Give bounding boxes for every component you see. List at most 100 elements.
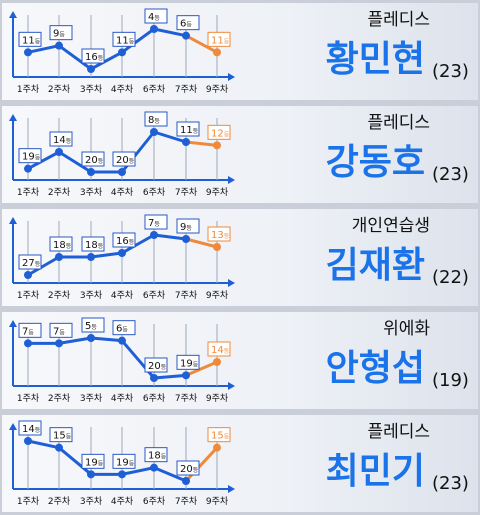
trainee-name: 안형섭 <box>326 348 425 389</box>
data-label: 5등 <box>85 321 97 332</box>
trainee-name: 강동호 <box>326 142 425 183</box>
data-point <box>55 253 63 261</box>
data-point <box>150 128 158 136</box>
data-point <box>182 477 190 485</box>
data-point <box>87 334 95 342</box>
data-label-box <box>176 121 200 137</box>
data-label: 18등 <box>53 240 72 251</box>
data-label: 20등 <box>116 155 135 166</box>
x-tick-label: 4주차 <box>111 495 134 507</box>
data-point <box>150 463 158 472</box>
x-tick-label: 1주차 <box>17 495 40 507</box>
data-label-box <box>18 322 42 338</box>
x-axis-arrow-icon <box>228 279 235 287</box>
x-tick-label: 2주차 <box>48 392 71 404</box>
data-label: 19등 <box>180 358 199 369</box>
trainee-age: (23) <box>432 473 469 494</box>
data-label-box <box>112 232 136 248</box>
company-label: 위에화 <box>383 319 430 339</box>
data-point <box>213 358 221 366</box>
series-line <box>27 130 187 174</box>
data-label-box <box>207 226 231 242</box>
data-point <box>87 470 95 479</box>
data-point <box>55 41 63 50</box>
x-tick-label: 9주차 <box>206 392 229 404</box>
data-label-box <box>49 25 73 41</box>
data-label-box <box>144 357 168 373</box>
x-tick-label: 2주차 <box>48 289 71 301</box>
data-label: 19등 <box>116 457 135 468</box>
x-tick-label: 2주차 <box>48 186 71 198</box>
data-point <box>118 336 126 345</box>
x-tick-label: 3주차 <box>80 289 103 301</box>
data-label: 20등 <box>85 155 104 166</box>
x-tick-label: 4주차 <box>111 392 134 404</box>
data-label-box <box>81 236 105 252</box>
panel-background <box>2 312 478 409</box>
data-label: 8등 <box>148 115 160 126</box>
data-point <box>150 25 158 33</box>
data-label-box <box>18 31 42 47</box>
data-label: 14등 <box>53 135 72 146</box>
x-tick-label: 3주차 <box>80 83 103 95</box>
data-label-box <box>144 111 168 127</box>
y-axis-arrow-icon <box>9 320 17 327</box>
data-label: 7등 <box>22 326 34 337</box>
data-point <box>118 48 126 57</box>
data-label-box <box>18 420 42 436</box>
data-label-box <box>176 354 200 370</box>
data-label-box <box>207 341 231 357</box>
x-tick-label: 9주차 <box>206 495 229 507</box>
trainee-name: 최민기 <box>326 451 425 492</box>
x-tick-label: 7주차 <box>175 186 198 198</box>
data-label-box <box>49 236 73 252</box>
data-point <box>118 249 126 257</box>
data-label-box <box>18 148 42 164</box>
data-label-box <box>144 447 168 463</box>
company-label: 개인연습생 <box>352 216 430 236</box>
data-label: 16등 <box>116 236 135 247</box>
data-label-box <box>144 214 168 230</box>
x-tick-label: 4주차 <box>111 186 134 198</box>
data-point <box>87 65 95 73</box>
data-point <box>182 371 190 380</box>
x-axis-arrow-icon <box>228 382 235 390</box>
data-label-box <box>176 15 200 31</box>
data-point <box>182 235 190 243</box>
data-label: 12등 <box>211 128 230 139</box>
data-label: 15등 <box>53 431 72 442</box>
data-point <box>24 48 32 57</box>
x-tick-label: 6주차 <box>143 289 166 301</box>
data-label: 14등 <box>211 345 230 356</box>
data-label-box <box>144 8 168 24</box>
data-point <box>150 374 158 382</box>
data-label: 18등 <box>85 240 104 251</box>
chart-panel: 7등 7등 5등 6등 20등 19등 14등 1주차 2주차 3주차 4주차 6주차 7주차 9주차 위에… <box>2 312 478 409</box>
y-axis-arrow-icon <box>9 114 17 121</box>
x-tick-label: 6주차 <box>143 392 166 404</box>
x-tick-label: 4주차 <box>111 289 134 301</box>
series-line <box>27 233 187 277</box>
trainee-age: (22) <box>432 267 469 288</box>
x-tick-label: 6주차 <box>143 495 166 507</box>
data-point <box>24 339 32 348</box>
panel-background <box>2 3 478 100</box>
chart-panel: 11등 9등 16등 11등 4등 6등 11등 1주차 2주차 3주차 4주차 6주차 7주차 9주차 플… <box>2 3 478 100</box>
trainee-age: (23) <box>432 164 469 185</box>
y-axis-arrow-icon <box>9 11 17 18</box>
data-label-box <box>49 131 73 147</box>
data-label: 7등 <box>148 218 160 229</box>
data-label: 7등 <box>53 326 65 337</box>
data-label-box <box>81 151 105 167</box>
series-line <box>28 336 187 380</box>
trainee-name: 황민현 <box>326 39 425 80</box>
data-label: 4등 <box>148 12 160 23</box>
x-tick-label: 7주차 <box>175 83 198 95</box>
data-point <box>87 253 95 261</box>
company-label: 플레디스 <box>367 10 430 30</box>
data-label: 14등 <box>22 424 41 435</box>
series-line <box>27 439 187 483</box>
series-line-projection <box>185 360 218 377</box>
x-tick-label: 2주차 <box>48 495 71 507</box>
data-point <box>118 470 126 479</box>
